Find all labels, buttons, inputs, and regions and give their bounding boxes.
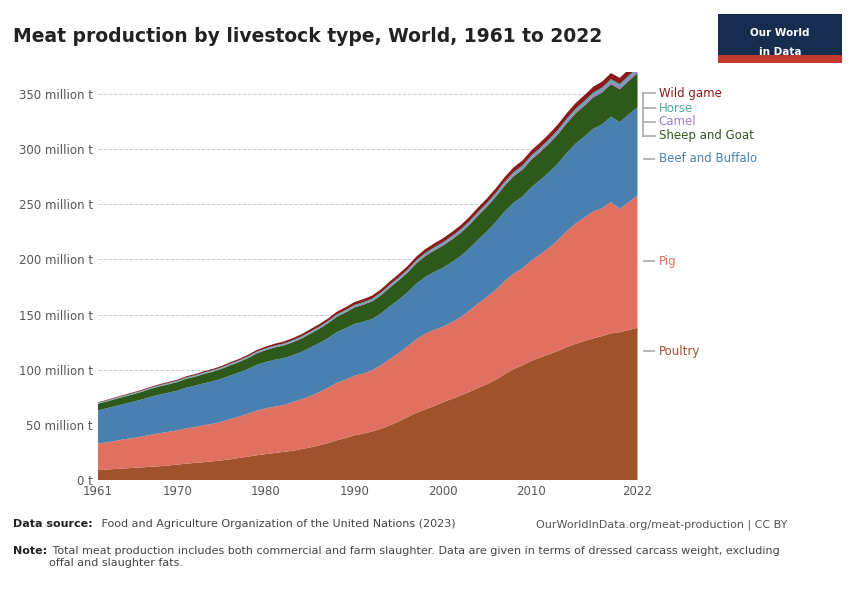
Text: Pig: Pig: [659, 254, 677, 268]
Text: Beef and Buffalo: Beef and Buffalo: [659, 152, 756, 166]
Text: Camel: Camel: [659, 115, 696, 128]
Text: OurWorldInData.org/meat-production | CC BY: OurWorldInData.org/meat-production | CC …: [536, 519, 787, 529]
Text: Sheep and Goat: Sheep and Goat: [659, 129, 754, 142]
Text: in Data: in Data: [758, 47, 801, 57]
Text: Wild game: Wild game: [659, 86, 722, 100]
Text: Note:: Note:: [13, 546, 47, 556]
Text: Total meat production includes both commercial and farm slaughter. Data are give: Total meat production includes both comm…: [49, 546, 780, 568]
Text: Horse: Horse: [659, 101, 693, 115]
Text: Food and Agriculture Organization of the United Nations (2023): Food and Agriculture Organization of the…: [98, 519, 456, 529]
Text: Our World: Our World: [750, 28, 809, 38]
Text: Data source:: Data source:: [13, 519, 93, 529]
Text: Meat production by livestock type, World, 1961 to 2022: Meat production by livestock type, World…: [13, 27, 602, 46]
Text: Poultry: Poultry: [659, 344, 700, 358]
